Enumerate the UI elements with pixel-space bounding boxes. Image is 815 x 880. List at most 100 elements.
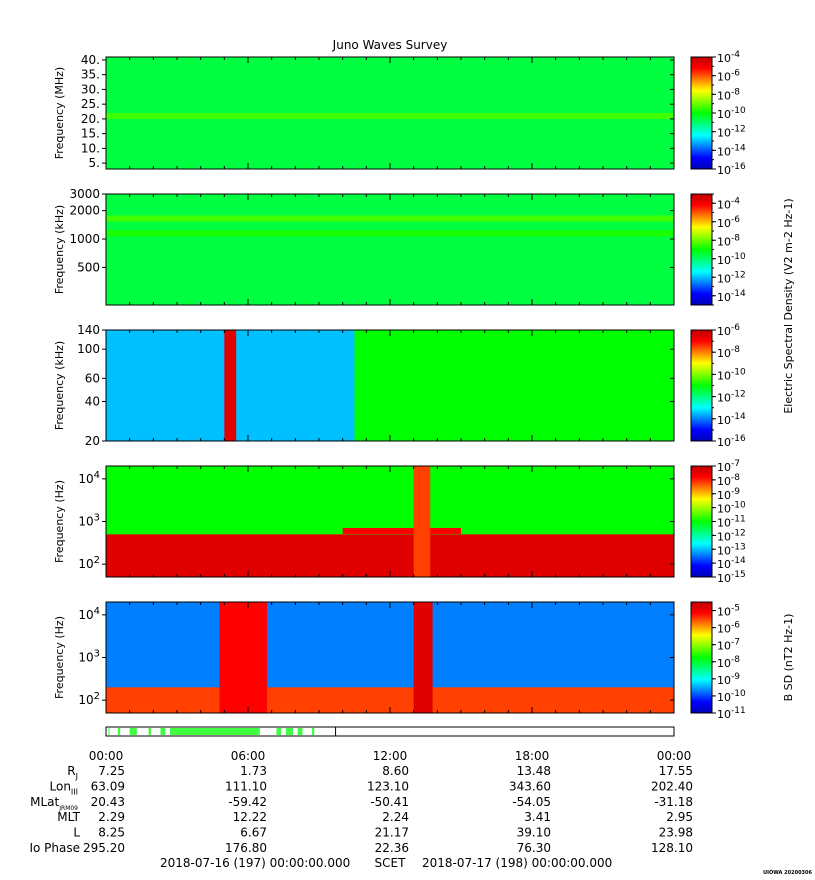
time-tick-label: 00:00 — [89, 749, 124, 763]
colorbar-tick-label: 10-7 — [717, 638, 740, 653]
colorbar-tick-label: 10-11 — [717, 515, 746, 530]
y-axis-label: Frequency (kHz) — [53, 341, 66, 430]
colorbar-tick-label: 10-13 — [717, 542, 746, 557]
tick-base: 3000 — [69, 187, 100, 201]
colorbar-tick-label: 10-12 — [717, 270, 746, 285]
colorbar-tick-label: 10-8 — [717, 345, 740, 360]
mode-bar-frame — [105, 726, 675, 737]
footer-start-time: 2018-07-16 (197) 00:00:00.000 — [160, 856, 350, 870]
tick-base: 10 — [717, 572, 731, 585]
y-tick-label: 40 — [85, 394, 100, 408]
footer-end-time: 2018-07-17 (198) 00:00:00.000 — [422, 856, 612, 870]
tick-base: 10 — [717, 640, 731, 653]
y-tick-label: 40. — [81, 53, 100, 67]
spectrogram-feature — [106, 230, 674, 237]
ephemeris-label: MLT — [57, 810, 80, 824]
tick-base: 10 — [717, 674, 731, 687]
tick-base: 20. — [81, 112, 100, 126]
tick-exponent: 4 — [94, 606, 100, 617]
tick-exponent: -6 — [731, 323, 740, 333]
tick-exponent: -7 — [731, 459, 740, 469]
tick-exponent: -14 — [731, 143, 746, 153]
ephemeris-value: 23.98 — [659, 826, 693, 840]
tick-base: 10 — [717, 530, 731, 543]
ephemeris-label-text: Lon — [50, 779, 71, 793]
y-tick-label: 25. — [81, 97, 100, 111]
mode-bar-segment — [117, 728, 121, 735]
tick-base: 10 — [78, 651, 93, 665]
colorbar-tick-label: 10-12 — [717, 390, 746, 405]
ephemeris-value: -54.05 — [512, 795, 551, 809]
tick-base: 10 — [717, 475, 731, 488]
colorbar-tick-label: 10-8 — [717, 655, 740, 670]
y-tick-label: 1000 — [69, 232, 100, 246]
tick-base: 10 — [717, 544, 731, 557]
tick-exponent: -16 — [731, 434, 746, 444]
tick-base: 10 — [717, 164, 731, 177]
tick-exponent: -4 — [731, 50, 740, 60]
ephemeris-value: 2.95 — [666, 810, 693, 824]
colorbar-tick-label: 10-6 — [717, 323, 740, 338]
tick-base: 10. — [81, 141, 100, 155]
mode-bar-segment — [297, 728, 303, 735]
tick-base: 40 — [85, 394, 100, 408]
tick-exponent: -12 — [731, 270, 746, 280]
tick-exponent: -6 — [731, 69, 740, 79]
y-tick-label: 15. — [81, 127, 100, 141]
tick-exponent: -8 — [731, 233, 740, 243]
tick-base: 30. — [81, 82, 100, 96]
ephemeris-table: RJ 7.25 1.73 8.60 13.48 17.55 LonIII 63.09 111.1… — [29, 764, 693, 855]
y-tick-label: 60 — [85, 371, 100, 385]
spectrogram-background — [106, 194, 674, 305]
spectrogram-feature — [413, 466, 431, 577]
tick-base: 100 — [77, 342, 100, 356]
ephemeris-value: 123.10 — [367, 779, 409, 793]
tick-exponent: -11 — [731, 706, 746, 716]
tick-base: 5. — [89, 156, 100, 170]
colorbar-tick-label: 10-6 — [717, 621, 740, 636]
tick-base: 20 — [85, 434, 100, 448]
colorbar-tick-label: 10-14 — [717, 556, 746, 571]
y-tick-label: 35. — [81, 68, 100, 82]
chart-title: Juno Waves Survey — [332, 38, 448, 52]
ephemeris-value: 63.09 — [91, 779, 125, 793]
tick-base: 10 — [717, 145, 731, 158]
time-tick-label: 06:00 — [231, 749, 266, 763]
spectrogram-feature — [106, 215, 674, 222]
tick-exponent: -10 — [731, 252, 746, 262]
y-tick-label: 104 — [78, 606, 100, 622]
mode-bar-segment — [169, 728, 260, 735]
colorbar-tick-label: 10-6 — [717, 215, 740, 230]
tick-base: 10 — [717, 606, 731, 619]
colorbar-tick-label: 10-10 — [717, 252, 746, 267]
colorbar-tick-label: 10-10 — [717, 106, 746, 121]
tick-base: 10 — [717, 369, 731, 382]
ephemeris-value: 8.60 — [382, 764, 409, 778]
spectrogram-feature — [342, 527, 461, 534]
mode-bar-segment — [160, 728, 166, 735]
tick-exponent: 2 — [94, 691, 100, 702]
watermark: UIOWA 20200306 — [763, 870, 812, 876]
ephemeris-value: 343.60 — [509, 779, 551, 793]
tick-base: 10 — [717, 436, 731, 449]
ephemeris-value: 111.10 — [225, 779, 267, 793]
ephemeris-value: 39.10 — [517, 826, 551, 840]
ephemeris-value: 21.17 — [375, 826, 409, 840]
y-axis-label: Frequency (MHz) — [53, 67, 66, 159]
tick-exponent: -8 — [731, 87, 740, 97]
tick-base: 10 — [78, 693, 93, 707]
ephemeris-value: 22.36 — [375, 841, 409, 855]
ephemeris-label: LonIII — [50, 779, 79, 796]
colorbar-tick-label: 10-4 — [717, 196, 740, 211]
tick-base: 10 — [717, 52, 731, 65]
tick-exponent: -12 — [731, 390, 746, 400]
tick-base: 10 — [717, 503, 731, 516]
tick-base: 25. — [81, 97, 100, 111]
colorbar-tick-label: 10-8 — [717, 233, 740, 248]
tick-base: 10 — [717, 691, 731, 704]
panel-1: 5.10.15.20.25.30.35.40. Frequency (MHz) — [53, 53, 675, 170]
ephemeris-value: 8.25 — [98, 826, 125, 840]
ephemeris-label-subscript: JRM09 — [58, 805, 78, 812]
tick-exponent: -10 — [731, 106, 746, 116]
